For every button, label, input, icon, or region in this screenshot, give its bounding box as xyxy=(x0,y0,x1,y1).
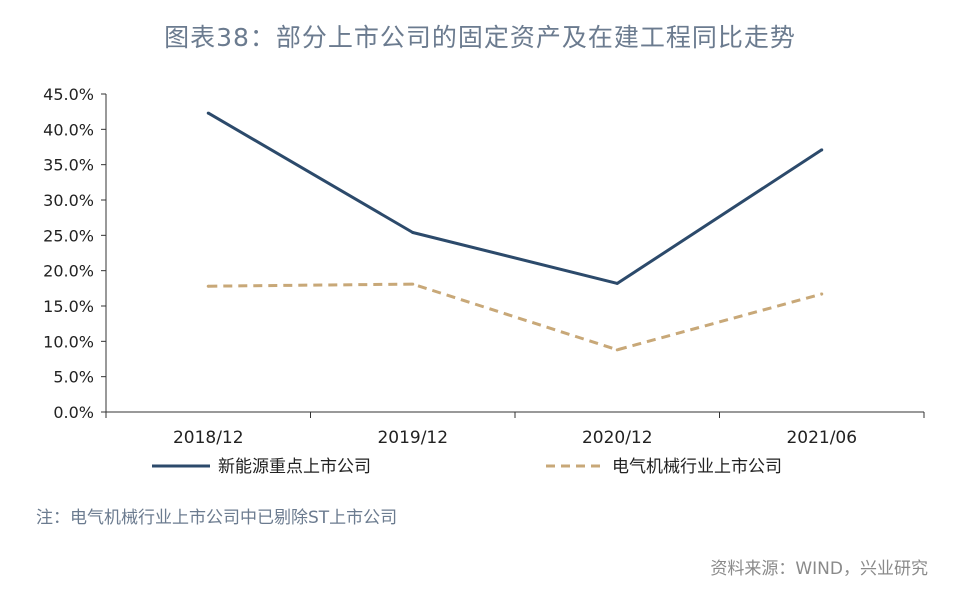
y-tick-label: 35.0% xyxy=(43,156,94,175)
series-1-point xyxy=(615,281,619,285)
series-layer xyxy=(206,111,824,352)
y-tick-label: 0.0% xyxy=(53,403,94,422)
series-1-point xyxy=(206,111,210,115)
y-tick-label: 20.0% xyxy=(43,262,94,281)
y-tick-label: 40.0% xyxy=(43,120,94,139)
y-tick-label: 25.0% xyxy=(43,226,94,245)
y-tick-label: 15.0% xyxy=(43,297,94,316)
x-tick-label: 2020/12 xyxy=(582,428,653,448)
y-tick-label: 30.0% xyxy=(43,191,94,210)
y-axis: 0.0% 5.0% 10.0% 15.0% 20.0% 25.0% 30.0% 35.0% 40… xyxy=(43,85,107,422)
series-2-point xyxy=(206,284,210,288)
chart-title: 图表38：部分上市公司的固定资产及在建工程同比走势 xyxy=(164,23,796,52)
series-2-point xyxy=(615,348,619,352)
x-tick-label: 2021/06 xyxy=(786,428,857,448)
chart-source: 资料来源：WIND，兴业研究 xyxy=(710,559,928,579)
x-tick-label: 2019/12 xyxy=(377,428,448,448)
series-line-2 xyxy=(208,282,823,352)
legend: 新能源重点上市公司 电气机械行业上市公司 xyxy=(152,457,782,477)
x-tick-label: 2018/12 xyxy=(173,428,244,448)
series-1-point xyxy=(411,231,415,235)
legend-label-2: 电气机械行业上市公司 xyxy=(612,457,782,477)
y-tick-label: 45.0% xyxy=(43,85,94,104)
legend-label-1: 新能源重点上市公司 xyxy=(218,457,371,477)
chart-note: 注：电气机械行业上市公司中已剔除ST上市公司 xyxy=(36,508,398,528)
series-line-1 xyxy=(207,111,823,285)
series-1-point xyxy=(820,148,824,152)
series-2-point xyxy=(411,282,415,286)
y-tick-label: 5.0% xyxy=(53,368,94,387)
y-tick-label: 10.0% xyxy=(43,332,94,351)
series-2-point xyxy=(820,292,824,296)
x-axis: 2018/12 2019/12 2020/12 2021/06 xyxy=(105,411,925,448)
